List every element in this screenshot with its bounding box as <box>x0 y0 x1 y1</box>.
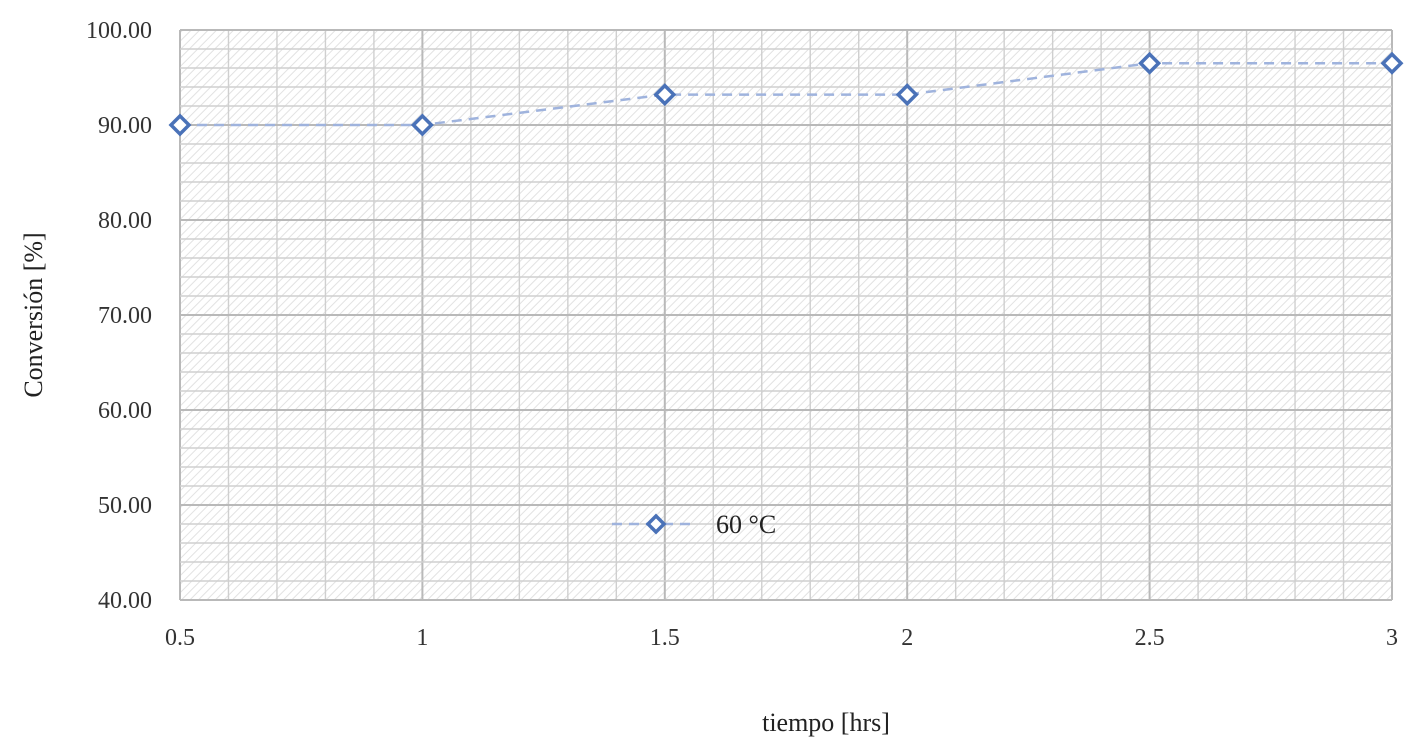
x-tick-label: 2.5 <box>1135 625 1165 651</box>
x-tick-label: 1.5 <box>650 625 680 651</box>
x-tick-label: 3 <box>1386 625 1398 651</box>
y-tick-labels: 40.00 50.00 60.00 70.00 80.00 90.00 100.00 <box>86 18 152 614</box>
x-axis-label: tiempo [hrs] <box>762 708 890 737</box>
data-point <box>895 83 919 107</box>
x-tick-label: 1 <box>416 625 428 651</box>
y-tick-label: 80.00 <box>98 208 152 234</box>
data-point <box>410 113 434 137</box>
x-tick-label: 2 <box>901 625 913 651</box>
data-point <box>168 113 192 137</box>
y-tick-label: 70.00 <box>98 303 152 329</box>
legend-label: 60 °C <box>716 510 776 539</box>
y-tick-label: 50.00 <box>98 493 152 519</box>
y-tick-label: 100.00 <box>86 18 152 44</box>
x-tick-labels: 0.5 1 1.5 2 2.5 3 <box>165 625 1398 651</box>
legend: 60 °C <box>612 510 776 539</box>
data-point <box>1138 51 1162 75</box>
y-tick-label: 40.00 <box>98 588 152 614</box>
legend-marker <box>645 513 667 535</box>
grid <box>179 29 1393 601</box>
y-tick-label: 90.00 <box>98 113 152 139</box>
data-point <box>1380 51 1404 75</box>
data-point <box>653 83 677 107</box>
x-tick-label: 0.5 <box>165 625 195 651</box>
y-tick-label: 60.00 <box>98 398 152 424</box>
series-group <box>168 51 1404 137</box>
y-axis-label: Conversión [%] <box>19 232 48 397</box>
